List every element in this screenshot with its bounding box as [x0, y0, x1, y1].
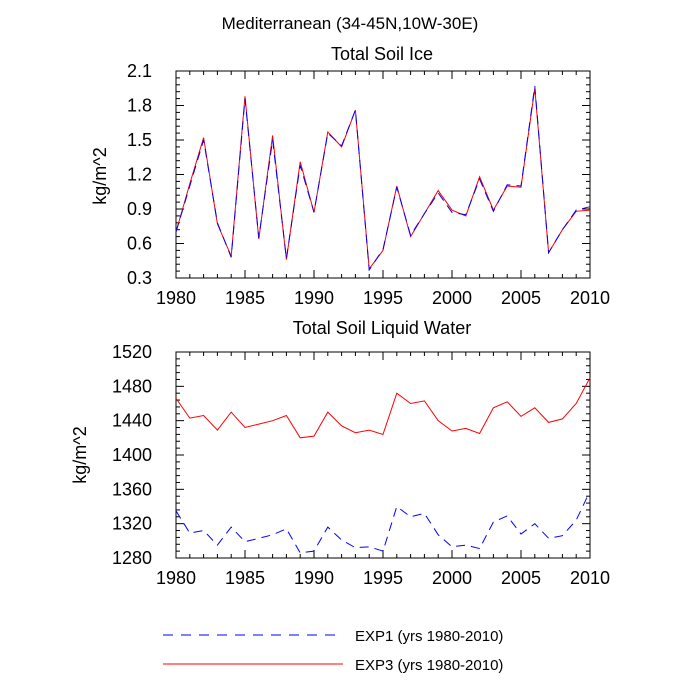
x-tick-label: 1990 [294, 288, 334, 308]
x-tick-label: 1990 [294, 568, 334, 588]
series-line-exp1 [175, 85, 591, 272]
y-tick-label: 1440 [112, 411, 152, 431]
x-tick-label: 2010 [570, 568, 610, 588]
legend: EXP1 (yrs 1980-2010) EXP3 (yrs 1980-2010… [163, 628, 503, 674]
y-tick-label: 1.2 [127, 165, 152, 185]
y-tick-label: 1360 [112, 479, 152, 499]
y-tick-label: 2.1 [127, 61, 152, 81]
y-axis-label: kg/m^2 [70, 426, 90, 483]
series-line-exp3 [175, 377, 591, 439]
x-tick-label: 2005 [501, 568, 541, 588]
panel-title: Total Soil Ice [331, 44, 433, 64]
x-tick-label: 1995 [363, 288, 403, 308]
x-tick-label: 2000 [432, 568, 472, 588]
y-tick-label: 1320 [112, 514, 152, 534]
plot-area: 1980 1985 1990 1995 2000 2005 2010 0.3 0.6 0.9 1.2… [127, 61, 610, 308]
y-tick-label: 1.8 [127, 96, 152, 116]
y-tick-label: 1400 [112, 445, 152, 465]
x-tick-label: 1995 [363, 568, 403, 588]
y-tick-label: 1.5 [127, 130, 152, 150]
y-tick-label: 0.3 [127, 268, 152, 288]
y-tick-label: 0.6 [127, 234, 152, 254]
panel-soil-ice: Total Soil Ice kg/m^2 1980 1985 1990 1995 20… [90, 44, 610, 308]
x-tick-label: 2005 [501, 288, 541, 308]
series-line-exp1 [175, 490, 591, 554]
x-tick-label: 1985 [225, 288, 265, 308]
x-tick-label: 1980 [156, 288, 196, 308]
panel-title: Total Soil Liquid Water [293, 318, 471, 338]
x-tick-label: 1980 [156, 568, 196, 588]
y-tick-label: 0.9 [127, 199, 152, 219]
plot-area: 1980 1985 1990 1995 2000 2005 2010 1280 1320 1360… [112, 342, 610, 588]
y-tick-label: 1280 [112, 548, 152, 568]
x-tick-label: 1985 [225, 568, 265, 588]
legend-label-exp1: EXP1 (yrs 1980-2010) [355, 628, 503, 645]
figure-suptitle: Mediterranean (34-45N,10W-30E) [222, 14, 479, 33]
x-tick-label: 2010 [570, 288, 610, 308]
x-tick-label: 2000 [432, 288, 472, 308]
y-axis-label: kg/m^2 [90, 147, 110, 204]
plot-frame [175, 351, 591, 559]
y-tick-label: 1480 [112, 376, 152, 396]
legend-label-exp3: EXP3 (yrs 1980-2010) [355, 657, 503, 674]
series-line-exp3 [175, 88, 591, 271]
panel-soil-liquid-water: Total Soil Liquid Water kg/m^2 1980 1985 1… [70, 318, 610, 588]
y-tick-label: 1520 [112, 342, 152, 362]
